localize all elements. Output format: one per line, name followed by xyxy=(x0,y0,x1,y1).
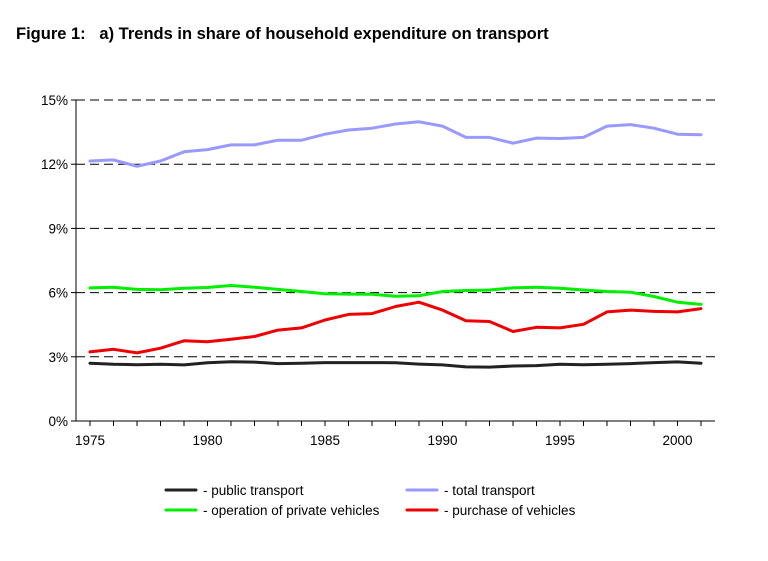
legend: - public transport - total transport - ope… xyxy=(164,483,576,518)
gridlines xyxy=(76,99,715,358)
legend-label: - total transport xyxy=(444,483,535,498)
series-line xyxy=(88,120,703,168)
y-tick-label: 0% xyxy=(48,414,68,429)
legend-label: - purchase of vehicles xyxy=(444,503,576,518)
x-tick-label: 1985 xyxy=(310,433,340,448)
y-tick-label: 12% xyxy=(41,157,68,172)
x-tick-label: 2000 xyxy=(662,433,692,448)
x-tick-label: 1980 xyxy=(192,433,222,448)
figure-title: Figure 1: a) Trends in share of househol… xyxy=(16,25,549,43)
series-line xyxy=(88,300,703,355)
legend-label: - operation of private vehicles xyxy=(203,503,380,518)
legend-label: - public transport xyxy=(203,483,304,498)
x-tick-label: 1975 xyxy=(75,433,105,448)
series-lines xyxy=(88,120,703,369)
y-tick-label: 6% xyxy=(48,286,68,301)
x-tick-label: 1990 xyxy=(427,433,457,448)
y-tick-label: 3% xyxy=(48,350,68,365)
series-line xyxy=(88,360,703,369)
x-tick-label: 1995 xyxy=(545,433,575,448)
axes: 0% 3% 6% 9% 12% 15% 1975 1980 1985 1990 1995 2000 xyxy=(41,93,715,448)
y-tick-label: 15% xyxy=(41,93,68,108)
series-line xyxy=(88,284,703,306)
y-tick-label: 9% xyxy=(48,221,68,236)
